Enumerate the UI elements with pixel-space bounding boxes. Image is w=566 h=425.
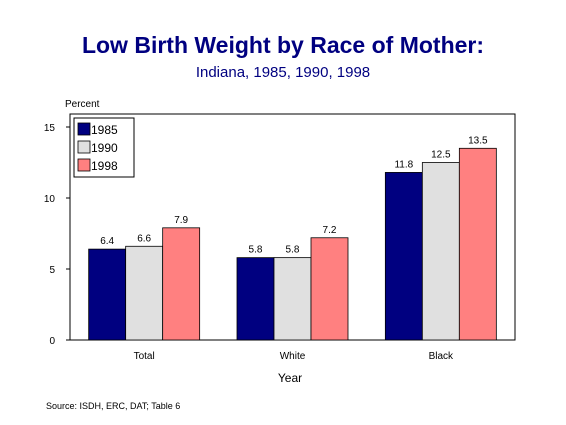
x-category-label: Black: [429, 351, 454, 362]
bar-black-1990: [421, 162, 460, 341]
bar-white-1998: [310, 237, 349, 341]
data-label: 13.5: [468, 135, 488, 146]
bar-total-1985: [88, 248, 127, 341]
data-label: 7.9: [174, 215, 188, 226]
bar-black-1998: [458, 147, 497, 341]
y-tick-label: 15: [44, 123, 56, 134]
data-label: 11.8: [394, 159, 413, 170]
bar-black-1985: [384, 172, 423, 341]
x-category-label: White: [280, 351, 306, 362]
chart-subtitle: Indiana, 1985, 1990, 1998: [195, 64, 371, 81]
data-label: 12.5: [431, 150, 451, 161]
data-label: 6.6: [137, 233, 151, 244]
bar-total-1990: [125, 245, 164, 341]
legend-label-1985: 1985: [91, 123, 118, 137]
data-label: 6.4: [100, 236, 114, 247]
legend-swatch-1990: [77, 140, 91, 154]
data-label: 5.8: [286, 245, 300, 256]
y-axis-label: Percent: [65, 99, 100, 110]
y-tick-label: 10: [44, 194, 56, 205]
bar-white-1985: [236, 257, 275, 341]
data-label: 5.8: [249, 245, 263, 256]
x-axis-label: Year: [278, 371, 302, 385]
bar-total-1998: [162, 227, 201, 341]
legend-swatch-1998: [77, 158, 91, 172]
chart-title: Low Birth Weight by Race of Mother:: [81, 32, 485, 58]
y-tick-label: 5: [49, 265, 55, 276]
bar-white-1990: [273, 257, 312, 341]
x-category-label: Total: [134, 351, 155, 362]
data-label: 7.2: [323, 225, 337, 236]
source-note: Source: ISDH, ERC, DAT; Table 6: [46, 401, 181, 411]
legend-swatch-1985: [77, 122, 91, 136]
y-tick-label: 0: [49, 336, 55, 347]
legend-label-1998: 1998: [91, 159, 118, 173]
legend-label-1990: 1990: [91, 141, 118, 155]
